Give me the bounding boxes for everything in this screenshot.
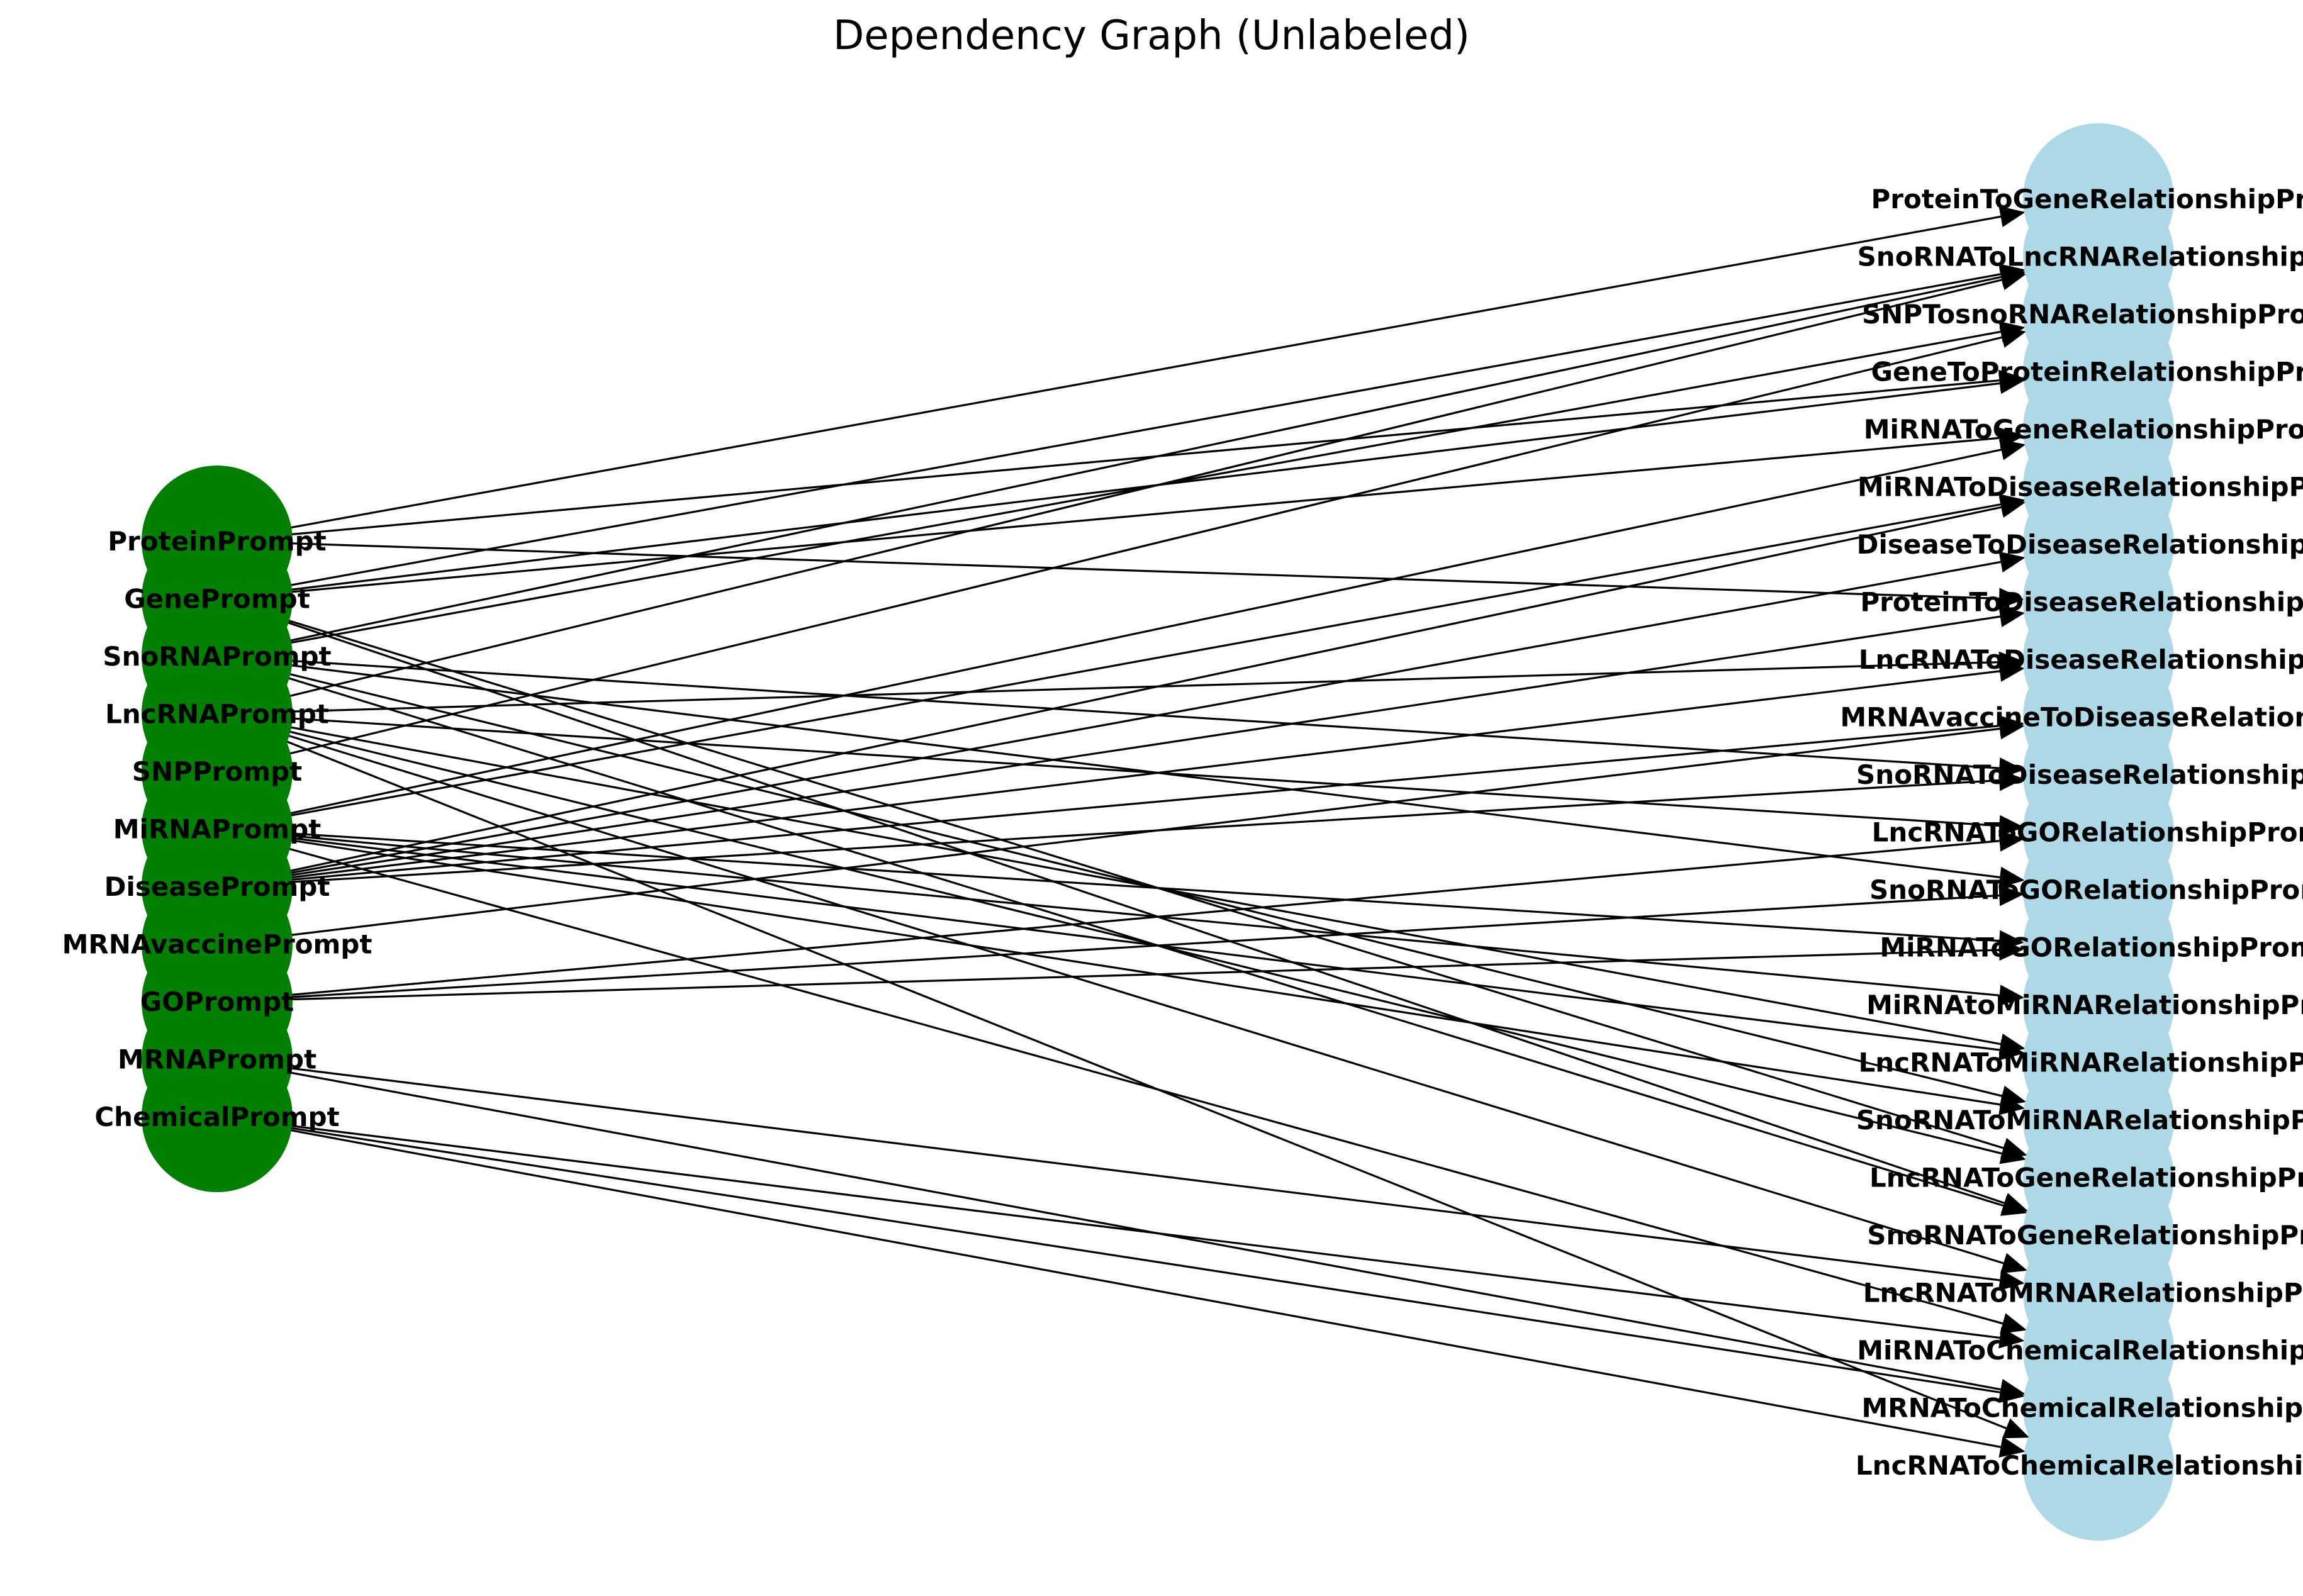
label-mrnavaccineprompt: MRNAvaccinePrompt bbox=[62, 929, 373, 960]
edge-lncrnaprompt-to-lncrnatogenerelationshippro bbox=[288, 730, 2027, 1164]
edge-diseaseprompt-to-lncrnatodiseaserelationshippr bbox=[289, 661, 2025, 879]
label-snornatogorelationshipprom: SnoRNAToGORelationshipProm bbox=[1869, 874, 2303, 905]
edge-geneprompt-to-snornatolncrnarelationshippr bbox=[288, 264, 2026, 587]
label-snornatolncrnarelationshippr: SnoRNAToLncRNARelationshipPr bbox=[1858, 242, 2303, 272]
labels-layer: ProteinPrompt GenePrompt SnoRNAPrompt LncRN… bbox=[62, 184, 2303, 1481]
label-mrnavaccinetodiseaserelationshi: MRNAvaccineToDiseaseRelationshi bbox=[1840, 702, 2303, 733]
label-diseasetodiseaserelationshippr: DiseaseToDiseaseRelationshipPr bbox=[1857, 529, 2303, 560]
edge-chemicalprompt-to-mirnatochemicalrelationshippr bbox=[289, 1124, 2025, 1349]
label-lncrnaprompt: LncRNAPrompt bbox=[105, 699, 329, 730]
edge-lncrnaprompt-to-lncrnatomirnarelationshippro bbox=[288, 726, 2026, 1055]
edge-snornaprompt-to-snornatogorelationshipprom bbox=[289, 664, 2025, 888]
edge-lncrnaprompt-to-snornatolncrnarelationshippr bbox=[288, 269, 2027, 698]
label-mirnatodiseaserelationshippro: MiRNAToDiseaseRelationshipPro bbox=[1858, 472, 2303, 503]
label-mrnatochemicalrelationshippr: MRNAToChemicalRelationshipPr bbox=[1861, 1393, 2303, 1424]
edge-snornaprompt-to-snornatomirnarelationshippro bbox=[288, 672, 2027, 1107]
edge-goprompt-to-lncrnatogorelationshipprom bbox=[289, 830, 2025, 996]
label-mirnaprompt: MiRNAPrompt bbox=[113, 814, 321, 845]
label-mirnatogenerelationshipprom: MiRNAToGeneRelationshipProm bbox=[1864, 414, 2303, 445]
label-snornatodiseaserelationshippr: SnoRNAToDiseaseRelationshipPr bbox=[1856, 759, 2303, 790]
label-lncrnatomrnarelationshippro: LncRNAToMRNARelationshipPro bbox=[1863, 1278, 2303, 1309]
edge-lncrnaprompt-to-lncrnatogorelationshipprom bbox=[289, 717, 2025, 837]
edge-mirnaprompt-to-lncrnatomirnarelationshippro bbox=[289, 837, 2025, 1061]
edge-mirnaprompt-to-mirnatogorelationshipprom bbox=[289, 832, 2025, 952]
edges-layer bbox=[284, 206, 2030, 1458]
edge-mirnaprompt-to-snornatomirnarelationshippro bbox=[289, 839, 2026, 1115]
label-lncrnatogorelationshipprom: LncRNAToGORelationshipProm bbox=[1872, 817, 2303, 848]
graph-title: Dependency Graph (Unlabeled) bbox=[833, 13, 1470, 59]
label-lncrnatomirnarelationshippro: LncRNAToMiRNARelationshipPro bbox=[1859, 1047, 2303, 1078]
label-diseaseprompt: DiseasePrompt bbox=[104, 871, 330, 902]
label-proteinprompt: ProteinPrompt bbox=[108, 526, 326, 557]
node-lncrnatochemicalrelationshipp bbox=[2023, 1390, 2174, 1541]
edge-mirnaprompt-to-mirnatogenerelationshipprom bbox=[288, 439, 2026, 815]
label-goprompt: GOPrompt bbox=[140, 986, 294, 1017]
edge-snornaprompt-to-snornatolncrnarelationshippr bbox=[288, 266, 2026, 642]
label-mirnatochemicalrelationshippr: MiRNAToChemicalRelationshipPr bbox=[1857, 1335, 2303, 1366]
edge-mrnaprompt-to-lncrnatomrnarelationshippro bbox=[289, 1067, 2025, 1291]
edge-lncrnaprompt-to-lncrnatodiseaserelationshippr bbox=[289, 651, 2024, 713]
edge-diseaseprompt-to-mirnatodiseaserelationshippro bbox=[288, 496, 2026, 873]
edge-goprompt-to-mirnatogorelationshipprom bbox=[289, 939, 2024, 1001]
edge-chemicalprompt-to-lncrnatochemicalrelationshipp bbox=[288, 1129, 2026, 1458]
edge-lncrnaprompt-to-lncrnatomrnarelationshippro bbox=[286, 734, 2028, 1274]
label-proteintogenerelationshippro: ProteinToGeneRelationshipPro bbox=[1871, 184, 2303, 215]
edge-diseaseprompt-to-diseasetodiseaserelationshippr bbox=[288, 551, 2026, 874]
label-chemicalprompt: ChemicalPrompt bbox=[94, 1102, 339, 1132]
edge-geneprompt-to-mirnatogenerelationshipprom bbox=[289, 427, 2025, 593]
label-mirnatomirnarelationshippro: MiRNAtoMiRNARelationshipPro bbox=[1866, 990, 2303, 1020]
label-geneprompt: GenePrompt bbox=[124, 584, 310, 615]
label-genetoproteinrelationshippro: GeneToProteinRelationshipPro bbox=[1871, 357, 2303, 388]
label-proteintodiseaserelationshippr: ProteinToDiseaseRelationshipPr bbox=[1860, 587, 2303, 618]
edge-diseaseprompt-to-proteintodiseaserelationshippr bbox=[289, 606, 2026, 877]
edge-proteinprompt-to-proteintogenerelationshippro bbox=[288, 206, 2026, 529]
label-snornatomirnarelationshippro: SnoRNAToMiRNARelationshipPro bbox=[1856, 1105, 2303, 1136]
label-lncrnatogenerelationshippro: LncRNAToGeneRelationshipPro bbox=[1869, 1163, 2303, 1193]
edge-diseaseprompt-to-mrnavaccinetodiseaserelationshi bbox=[289, 715, 2025, 881]
label-mirnatogorelationshipprom: MiRNAToGORelationshipProm bbox=[1880, 932, 2303, 963]
edge-geneprompt-to-lncrnatogenerelationshippro bbox=[286, 619, 2028, 1159]
node-chemicalprompt bbox=[142, 1041, 293, 1192]
edge-snornaprompt-to-snornatodiseaserelationshippr bbox=[289, 659, 2025, 779]
edge-goprompt-to-snornatogorelationshipprom bbox=[289, 884, 2025, 998]
nodes-layer bbox=[142, 123, 2174, 1541]
edge-mirnaprompt-to-mirnatomirnarelationshippro bbox=[289, 834, 2025, 1007]
label-lncrnatodiseaserelationshippr: LncRNAToDiseaseRelationshipPr bbox=[1859, 644, 2303, 675]
edge-chemicalprompt-to-mrnatochemicalrelationshippr bbox=[289, 1127, 2026, 1403]
label-snptosnornarelationshipprom: SNPTosnoRNARelationshipProm bbox=[1862, 299, 2303, 330]
edge-proteinprompt-to-proteintodiseaserelationshippr bbox=[289, 542, 2025, 610]
label-snpprompt: SNPPrompt bbox=[132, 756, 302, 787]
edge-snpprompt-to-snptosnornarelationshipprom bbox=[288, 326, 2027, 756]
label-lncrnatochemicalrelationshipp: LncRNAToChemicalRelationshipP bbox=[1856, 1450, 2303, 1481]
label-snornaprompt: SnoRNAPrompt bbox=[103, 641, 331, 672]
edge-mrnavaccineprompt-to-mrnavaccinetodiseaserelationshi bbox=[289, 718, 2025, 937]
label-mrnaprompt: MRNAPrompt bbox=[118, 1044, 317, 1075]
label-snornatogenerelationshippro: SnoRNAToGeneRelationshipPro bbox=[1867, 1220, 2303, 1251]
